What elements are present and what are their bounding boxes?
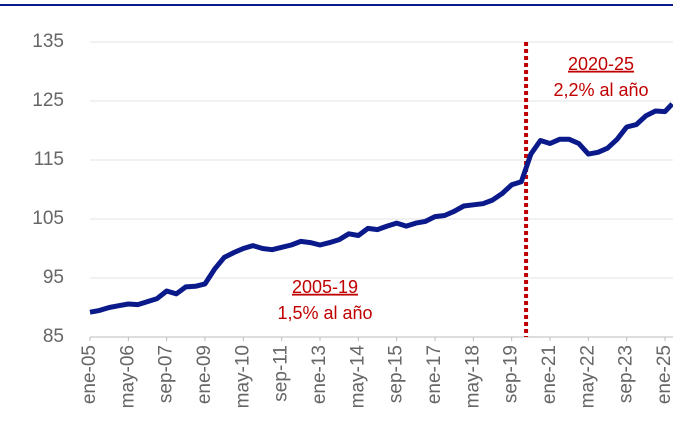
y-tick-label: 115 <box>34 149 64 170</box>
x-tick-label: sep-15 <box>386 345 407 403</box>
x-tick-label: may-18 <box>462 345 483 408</box>
x-tick-label: sep-11 <box>271 345 292 402</box>
x-tick-label: sep-23 <box>616 345 637 403</box>
x-tick-label: ene-21 <box>539 345 560 404</box>
y-tick-label: 85 <box>43 326 64 347</box>
annotation-text: 2,2% al año <box>553 80 648 100</box>
x-tick-label: ene-17 <box>424 345 445 404</box>
x-tick-label: may-14 <box>347 345 368 409</box>
x-tick-label: ene-09 <box>194 345 215 404</box>
series-line <box>89 102 673 315</box>
y-tick-label: 135 <box>32 31 64 52</box>
y-tick-label: 95 <box>43 267 64 288</box>
x-tick-label: sep-19 <box>501 345 522 403</box>
x-tick-label: may-06 <box>117 345 138 408</box>
x-tick-label: ene-05 <box>79 345 100 404</box>
x-tick-label: ene-25 <box>654 345 673 404</box>
annotation-title: 2020-25 <box>568 54 634 74</box>
x-tick-label: may-22 <box>577 345 598 408</box>
annotation-title: 2005-19 <box>292 277 358 297</box>
x-tick-label: ene-13 <box>309 345 330 404</box>
y-tick-label: 105 <box>32 208 64 229</box>
annotation-text: 1,5% al año <box>277 303 372 323</box>
x-tick-label: sep-07 <box>156 345 177 403</box>
x-tick-label: may-10 <box>232 345 253 408</box>
y-tick-label: 125 <box>32 90 64 111</box>
